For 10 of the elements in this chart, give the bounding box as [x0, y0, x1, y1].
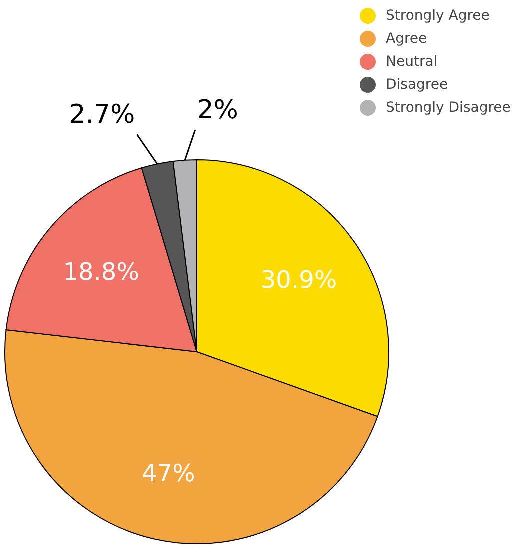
legend-label: Strongly Agree	[386, 8, 490, 24]
data-label: 47%	[142, 460, 196, 488]
legend-label: Agree	[386, 31, 428, 47]
data-label: 2%	[197, 95, 239, 126]
data-label: 2.7%	[69, 100, 136, 130]
data-label: 30.9%	[260, 266, 338, 294]
legend-label: Disagree	[386, 77, 448, 93]
legend-label: Strongly Disagree	[386, 100, 511, 116]
data-label: 18.8%	[63, 258, 140, 286]
legend-label: Neutral	[386, 54, 438, 70]
